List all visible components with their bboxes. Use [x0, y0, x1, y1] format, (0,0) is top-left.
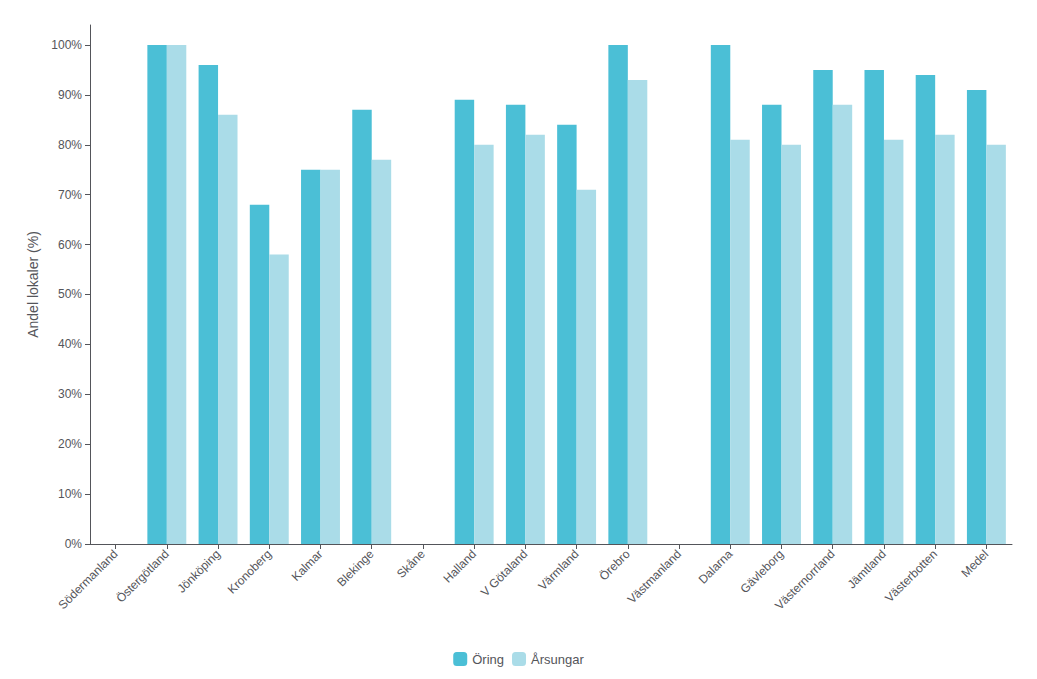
svg-text:Jämtland: Jämtland — [845, 547, 889, 591]
svg-text:0%: 0% — [65, 537, 83, 551]
svg-text:Kronoberg: Kronoberg — [225, 547, 274, 596]
svg-text:Gävleborg: Gävleborg — [737, 547, 786, 596]
svg-text:30%: 30% — [58, 387, 82, 401]
svg-text:10%: 10% — [58, 487, 82, 501]
svg-text:V Götaland: V Götaland — [478, 547, 530, 599]
svg-text:Västmanland: Västmanland — [625, 547, 684, 606]
svg-text:Jönköping: Jönköping — [174, 547, 223, 596]
svg-text:Örebro: Örebro — [596, 547, 633, 584]
svg-text:Öring: Öring — [472, 652, 504, 667]
svg-text:Södermanland: Södermanland — [56, 547, 121, 612]
svg-text:90%: 90% — [58, 88, 82, 102]
svg-text:Västernorrland: Västernorrland — [772, 547, 837, 612]
svg-text:60%: 60% — [58, 238, 82, 252]
svg-text:50%: 50% — [58, 287, 82, 301]
svg-text:100%: 100% — [51, 38, 82, 52]
svg-text:Blekinge: Blekinge — [334, 547, 377, 590]
svg-text:Dalarna: Dalarna — [696, 547, 736, 587]
svg-text:Västerbotten: Västerbotten — [882, 547, 940, 605]
svg-text:Halland: Halland — [440, 547, 479, 586]
svg-text:20%: 20% — [58, 437, 82, 451]
svg-text:Värmland: Värmland — [535, 547, 581, 593]
svg-text:80%: 80% — [58, 138, 82, 152]
svg-text:Medel: Medel — [958, 547, 991, 580]
svg-text:40%: 40% — [58, 337, 82, 351]
svg-text:Årsungar: Årsungar — [531, 652, 584, 667]
svg-text:Kalmar: Kalmar — [289, 547, 326, 584]
svg-text:70%: 70% — [58, 188, 82, 202]
svg-text:Östergötland: Östergötland — [113, 547, 171, 605]
svg-text:Andel lokaler (%): Andel lokaler (%) — [25, 231, 41, 338]
svg-text:Skåne: Skåne — [394, 547, 428, 581]
